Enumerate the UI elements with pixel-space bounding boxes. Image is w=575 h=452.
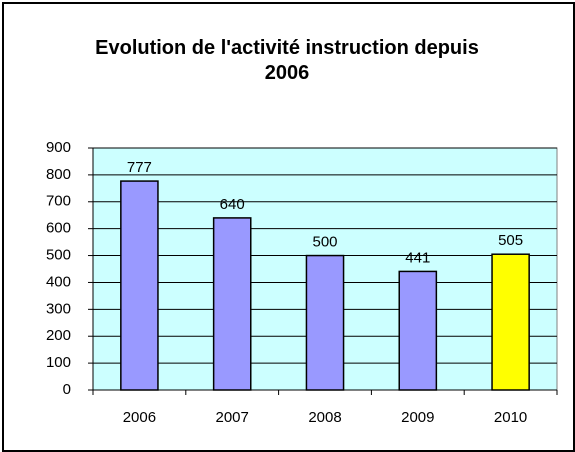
y-tick-label: 500 [46, 247, 71, 264]
y-tick-label: 300 [46, 300, 71, 317]
chart-title: Evolution de l'activité instruction depu… [95, 37, 479, 84]
x-tick-label: 2008 [308, 409, 341, 426]
bar [398, 270, 438, 391]
x-tick-label: 2006 [123, 409, 156, 426]
data-label: 500 [312, 234, 337, 251]
x-tick-label: 2007 [216, 409, 249, 426]
y-tick-label: 0 [63, 381, 71, 398]
x-tick-label: 2009 [401, 409, 434, 426]
data-label: 640 [220, 196, 245, 213]
bar [120, 180, 159, 391]
y-tick-label: 700 [46, 193, 71, 210]
y-tick-label: 600 [46, 220, 71, 237]
data-label: 441 [405, 249, 430, 266]
bar [305, 254, 345, 391]
y-tick-label: 900 [46, 139, 71, 156]
y-tick-label: 100 [46, 354, 71, 371]
data-label: 777 [127, 159, 152, 176]
y-tick-label: 200 [46, 327, 71, 344]
y-tick-label: 800 [46, 166, 71, 183]
x-tick-label: 2010 [494, 409, 527, 426]
bar [491, 253, 530, 391]
y-tick-label: 400 [46, 273, 71, 290]
data-label: 505 [498, 232, 523, 249]
bar [212, 217, 252, 391]
